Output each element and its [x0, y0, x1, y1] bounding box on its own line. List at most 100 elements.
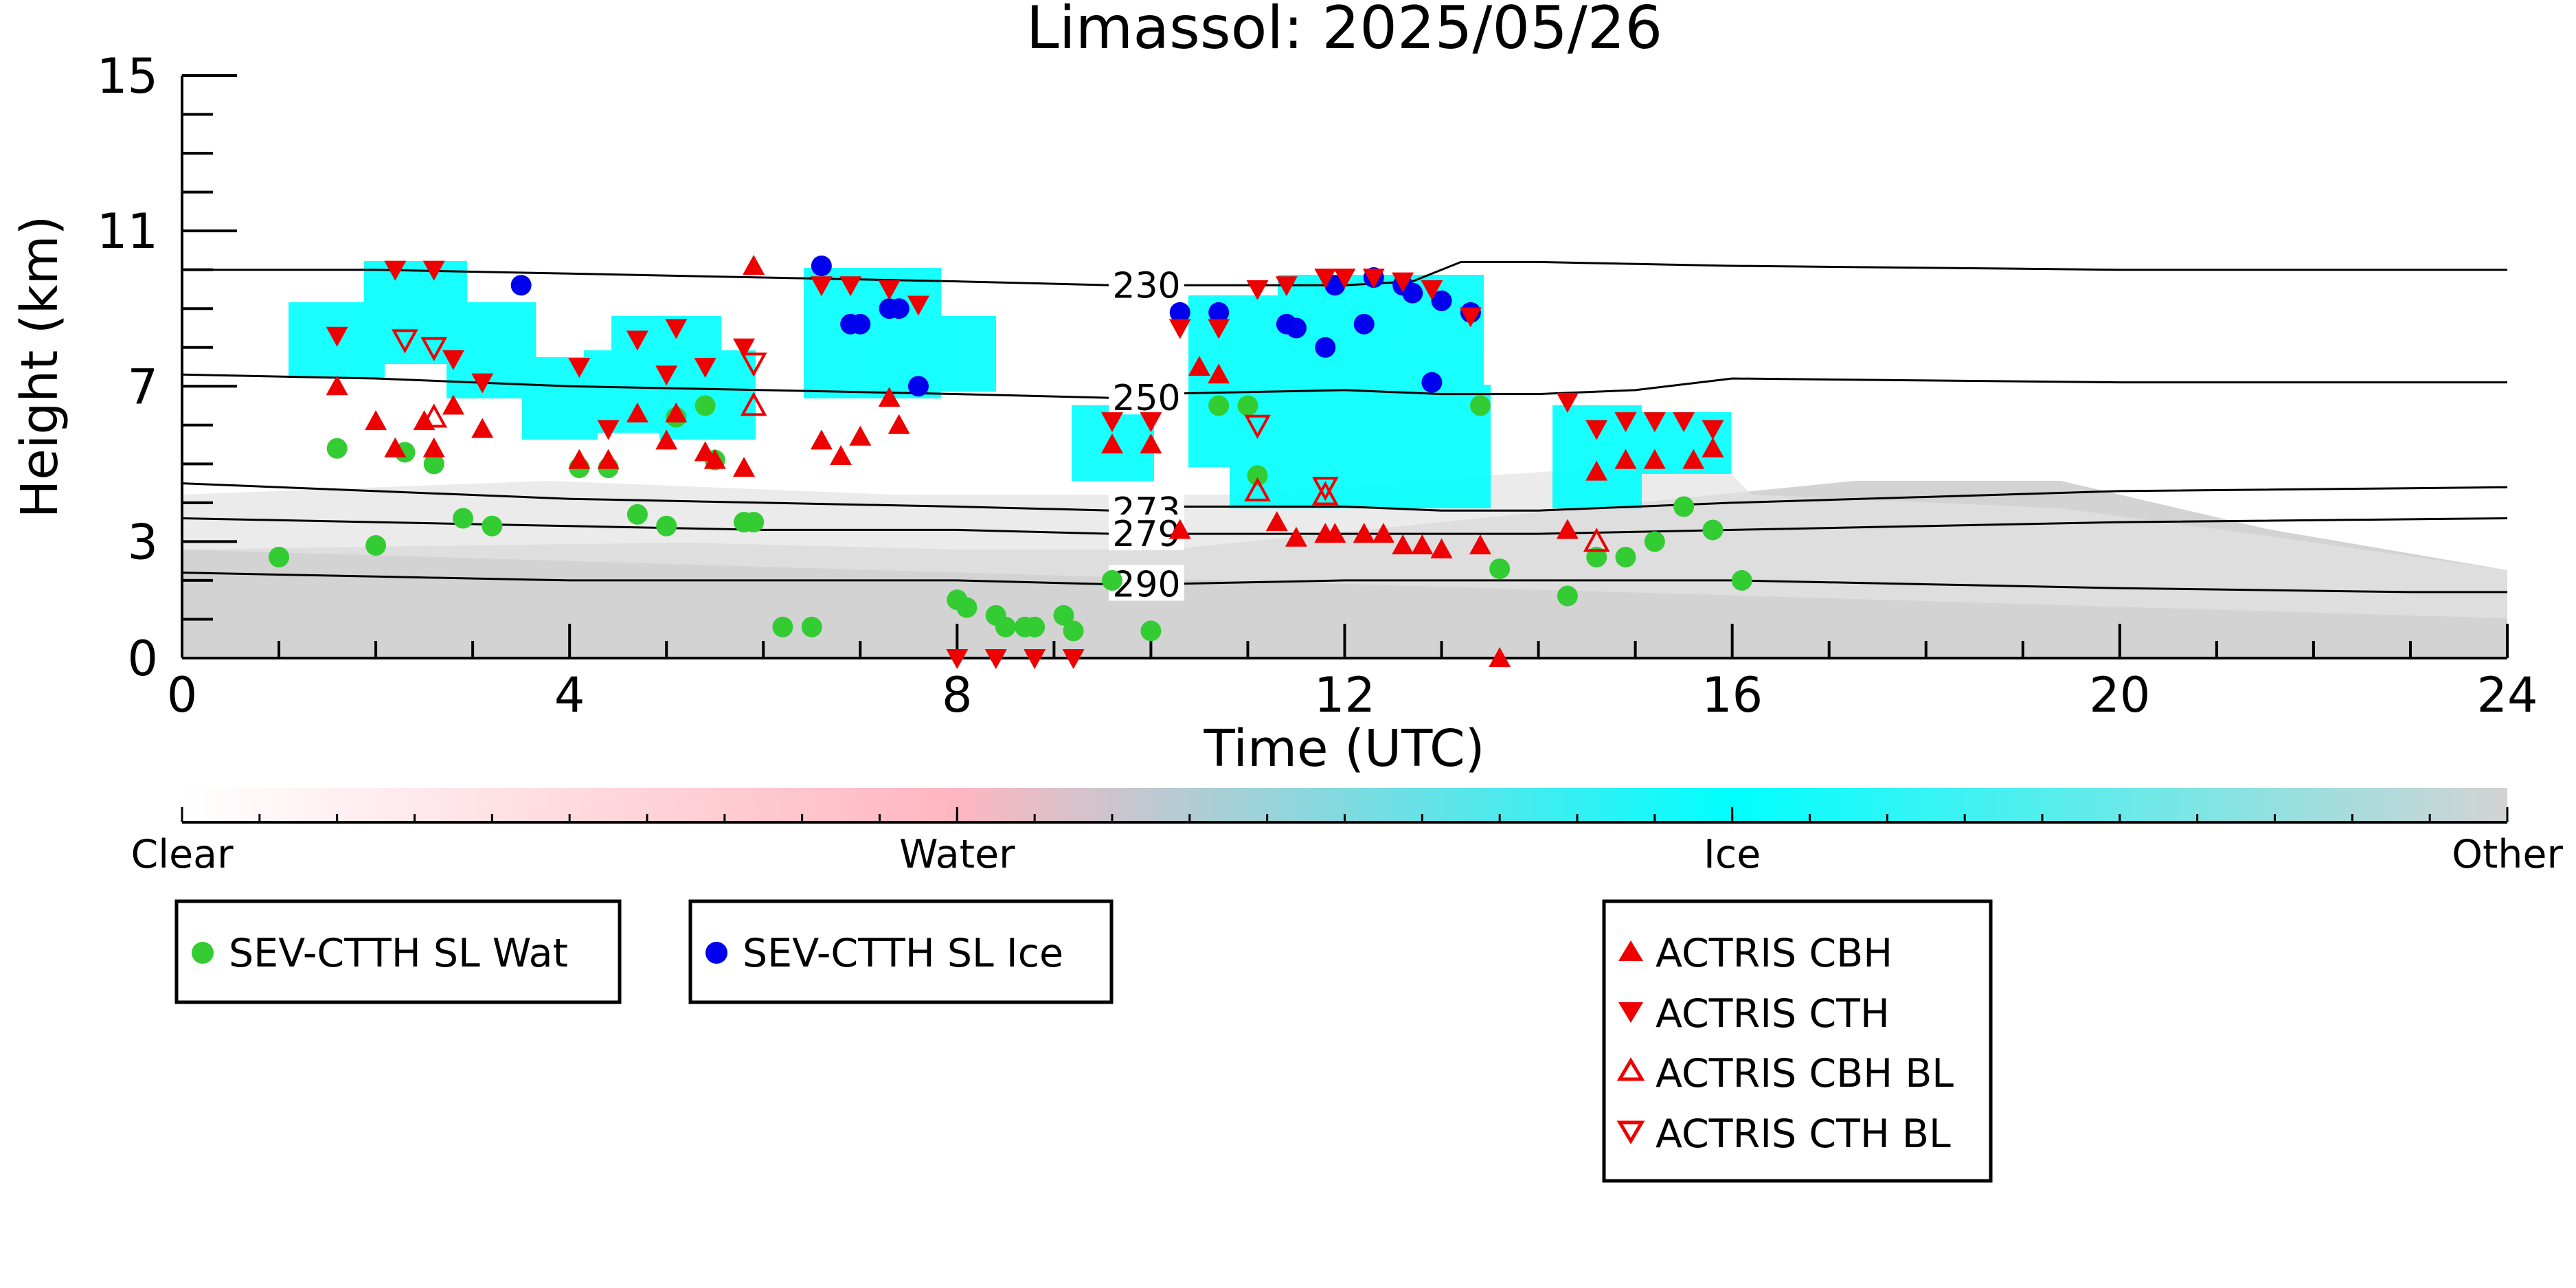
data-point: [568, 358, 591, 378]
data-point: [1469, 395, 1491, 416]
data-point: [1311, 477, 1339, 501]
data-point: [811, 256, 832, 277]
data-point: [1430, 538, 1453, 558]
x-tick-label: 4: [554, 667, 585, 723]
data-point: [1101, 433, 1123, 454]
colorbar-label: Water: [899, 832, 1015, 877]
data-point: [1585, 420, 1608, 440]
data-point: [597, 420, 620, 440]
data-point: [956, 597, 978, 618]
y-tick-label: 15: [97, 48, 158, 104]
x-ticks: 0 4 8 12 16 20 24: [167, 624, 2538, 723]
data-point: [772, 616, 793, 637]
isotherm-line: [182, 260, 2507, 286]
data-point: [810, 429, 833, 450]
data-point: [1324, 523, 1346, 543]
data-point: [1702, 420, 1724, 440]
data-point: [1247, 465, 1268, 486]
data-point: [1208, 319, 1230, 339]
y-axis-label: Height (km): [10, 216, 69, 519]
data-point: [1586, 547, 1607, 568]
data-point: [626, 402, 648, 422]
data-point: [1208, 363, 1230, 384]
data-point: [694, 358, 716, 378]
data-point: [1556, 392, 1579, 413]
data-point: [626, 330, 648, 351]
data-point: [946, 649, 969, 669]
data-point: [269, 547, 290, 568]
legend-water: SEV-CTTH SL Wat: [174, 899, 622, 1004]
data-point: [1188, 356, 1210, 376]
data-point: [1275, 276, 1298, 297]
data-point: [850, 313, 871, 335]
legend-label-cth: ACTRIS CTH: [1656, 991, 1890, 1037]
data-point: [1556, 519, 1579, 539]
data-point: [482, 515, 503, 536]
data-point: [365, 535, 387, 556]
data-point: [1244, 414, 1271, 439]
x-tick-label: 0: [167, 667, 198, 723]
data-point: [1411, 534, 1434, 555]
isotherm-label-bg: [1109, 266, 1184, 302]
legend-marker-cth: [1618, 1002, 1643, 1023]
y-ticks: 0 3 7 11 15: [97, 48, 237, 687]
data-point: [442, 350, 464, 370]
legend-box: [1602, 899, 1993, 1183]
data-point: [1431, 290, 1452, 311]
data-point: [422, 260, 445, 281]
data-point: [1469, 534, 1491, 555]
legend-marker-sl-ice: [705, 942, 727, 964]
data-point: [694, 395, 716, 416]
data-point: [743, 512, 765, 533]
data-point: [1614, 449, 1637, 469]
data-point: [471, 418, 494, 438]
data-point: [1353, 523, 1375, 543]
data-point: [1421, 372, 1443, 393]
colorbar: Clear Water Ice Other: [131, 788, 2563, 877]
chart-title: Limassol: 2025/05/26: [1026, 0, 1662, 63]
isotherm-line: [182, 373, 2507, 399]
other-fill-upper: [182, 460, 2507, 618]
data-point: [1246, 280, 1269, 300]
data-point: [1731, 569, 1752, 591]
data-point: [733, 456, 756, 477]
data-point: [1168, 519, 1191, 539]
x-axis-label: Time (UTC): [1203, 719, 1484, 778]
data-point: [384, 260, 407, 281]
data-markers: [269, 255, 1752, 669]
data-point: [1285, 526, 1307, 547]
data-point: [1140, 620, 1162, 642]
data-point: [1392, 272, 1414, 293]
data-point: [810, 276, 833, 297]
data-point: [568, 449, 591, 469]
x-tick-label: 24: [2476, 667, 2538, 723]
colorbar-labels: Clear Water Ice Other: [131, 832, 2563, 877]
legend-marker-cbh-bl: [1616, 1057, 1645, 1081]
data-point: [1392, 534, 1414, 555]
isotherm-label: 230: [1112, 265, 1180, 306]
data-point: [453, 508, 474, 529]
y-tick-label: 3: [127, 514, 158, 570]
data-point: [740, 392, 767, 416]
data-point: [1168, 319, 1191, 339]
data-point: [392, 329, 418, 354]
data-point: [1140, 433, 1162, 454]
data-point: [801, 616, 822, 637]
data-point: [1208, 302, 1230, 323]
x-tick-label: 12: [1314, 667, 1375, 723]
data-point: [1024, 616, 1046, 637]
data-point: [665, 402, 688, 422]
data-point: [1102, 569, 1122, 591]
data-point: [1208, 395, 1230, 416]
y-tick-label: 7: [127, 359, 158, 415]
data-point: [1315, 337, 1336, 358]
data-point: [1372, 523, 1394, 543]
colorbar-ticks: [181, 807, 2509, 822]
data-point: [1062, 649, 1085, 669]
data-point: [839, 276, 862, 297]
data-point: [655, 365, 678, 386]
data-point: [365, 410, 387, 431]
data-point: [1362, 268, 1385, 289]
x-tick-label: 8: [942, 667, 973, 723]
